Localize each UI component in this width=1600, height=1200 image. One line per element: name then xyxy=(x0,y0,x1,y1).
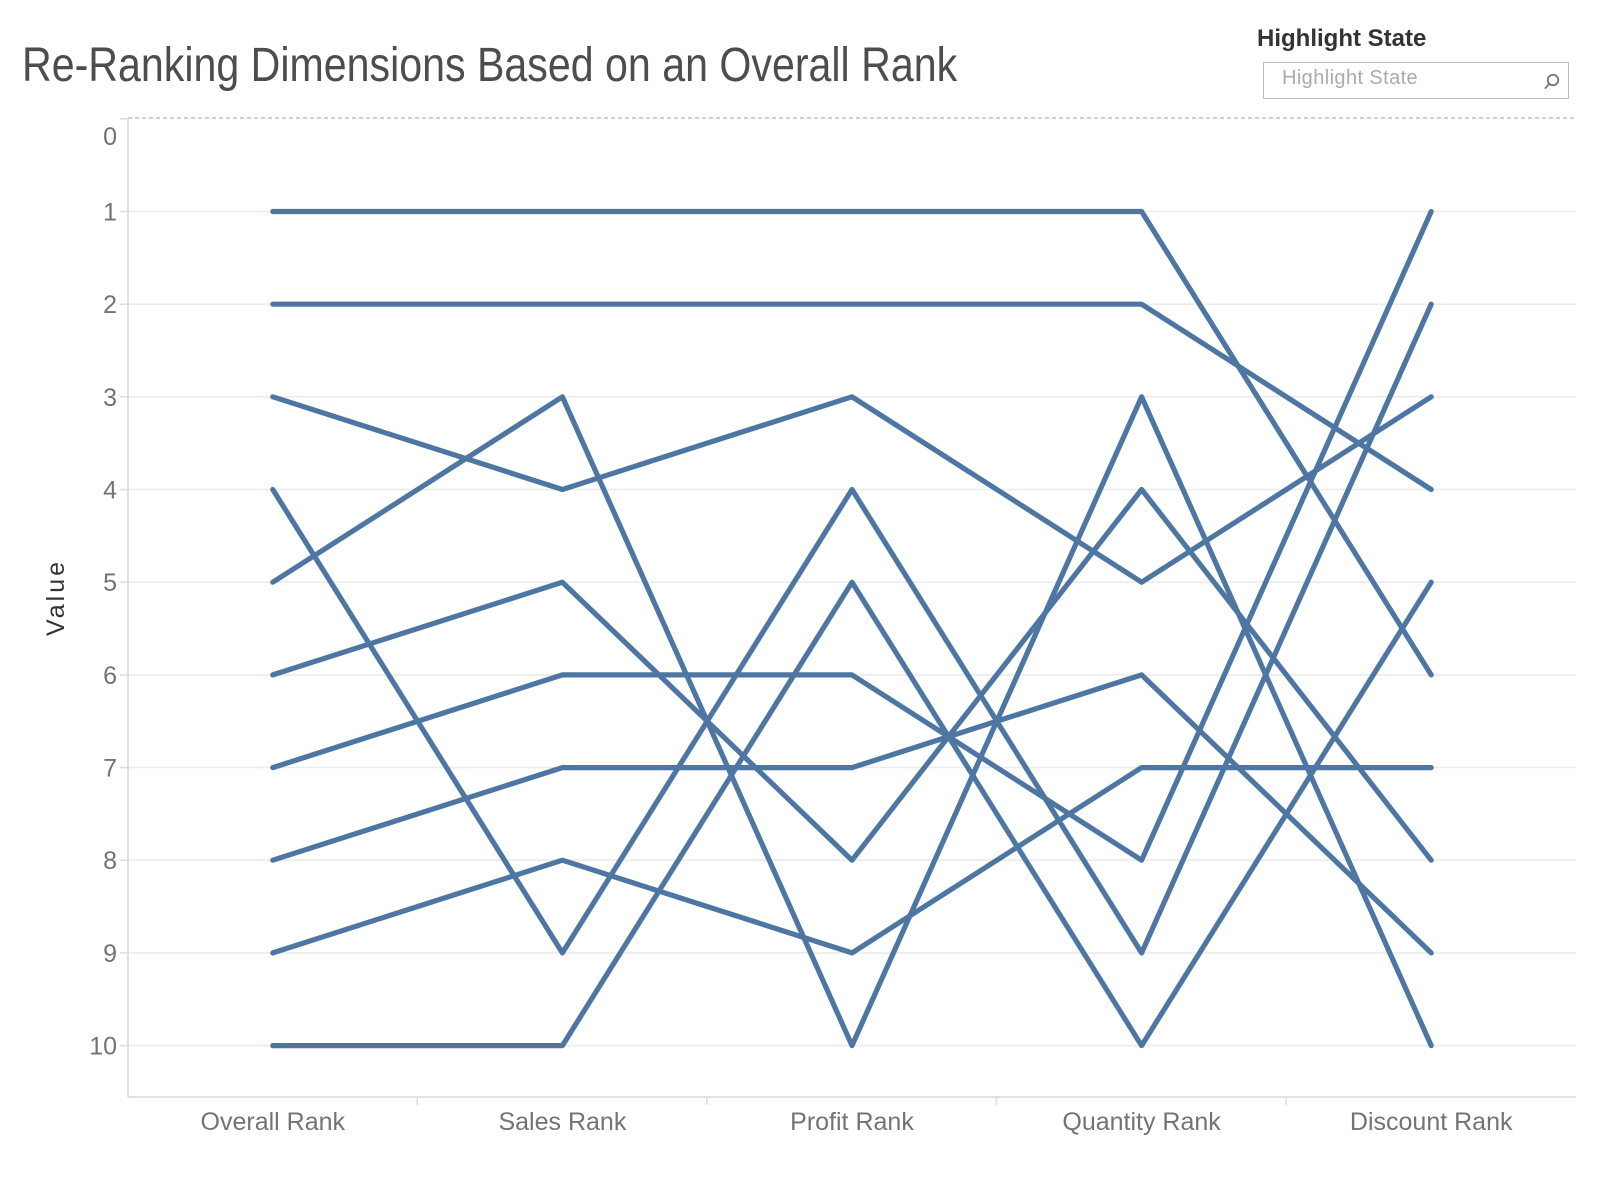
svg-text:Sales Rank: Sales Rank xyxy=(498,1108,626,1136)
svg-text:1: 1 xyxy=(103,199,117,227)
svg-text:0: 0 xyxy=(103,123,117,151)
svg-text:Overall Rank: Overall Rank xyxy=(201,1108,346,1136)
svg-text:9: 9 xyxy=(103,940,117,968)
svg-text:4: 4 xyxy=(103,477,117,505)
svg-text:3: 3 xyxy=(103,384,117,412)
svg-text:7: 7 xyxy=(103,755,117,783)
svg-text:Discount Rank: Discount Rank xyxy=(1350,1108,1513,1136)
svg-text:Profit Rank: Profit Rank xyxy=(790,1108,914,1136)
svg-text:2: 2 xyxy=(103,291,117,319)
svg-text:Quantity Rank: Quantity Rank xyxy=(1062,1108,1221,1136)
svg-text:Value: Value xyxy=(42,559,70,636)
svg-text:8: 8 xyxy=(103,847,117,875)
svg-text:10: 10 xyxy=(89,1033,117,1061)
svg-text:5: 5 xyxy=(103,569,117,597)
svg-text:6: 6 xyxy=(103,662,117,690)
